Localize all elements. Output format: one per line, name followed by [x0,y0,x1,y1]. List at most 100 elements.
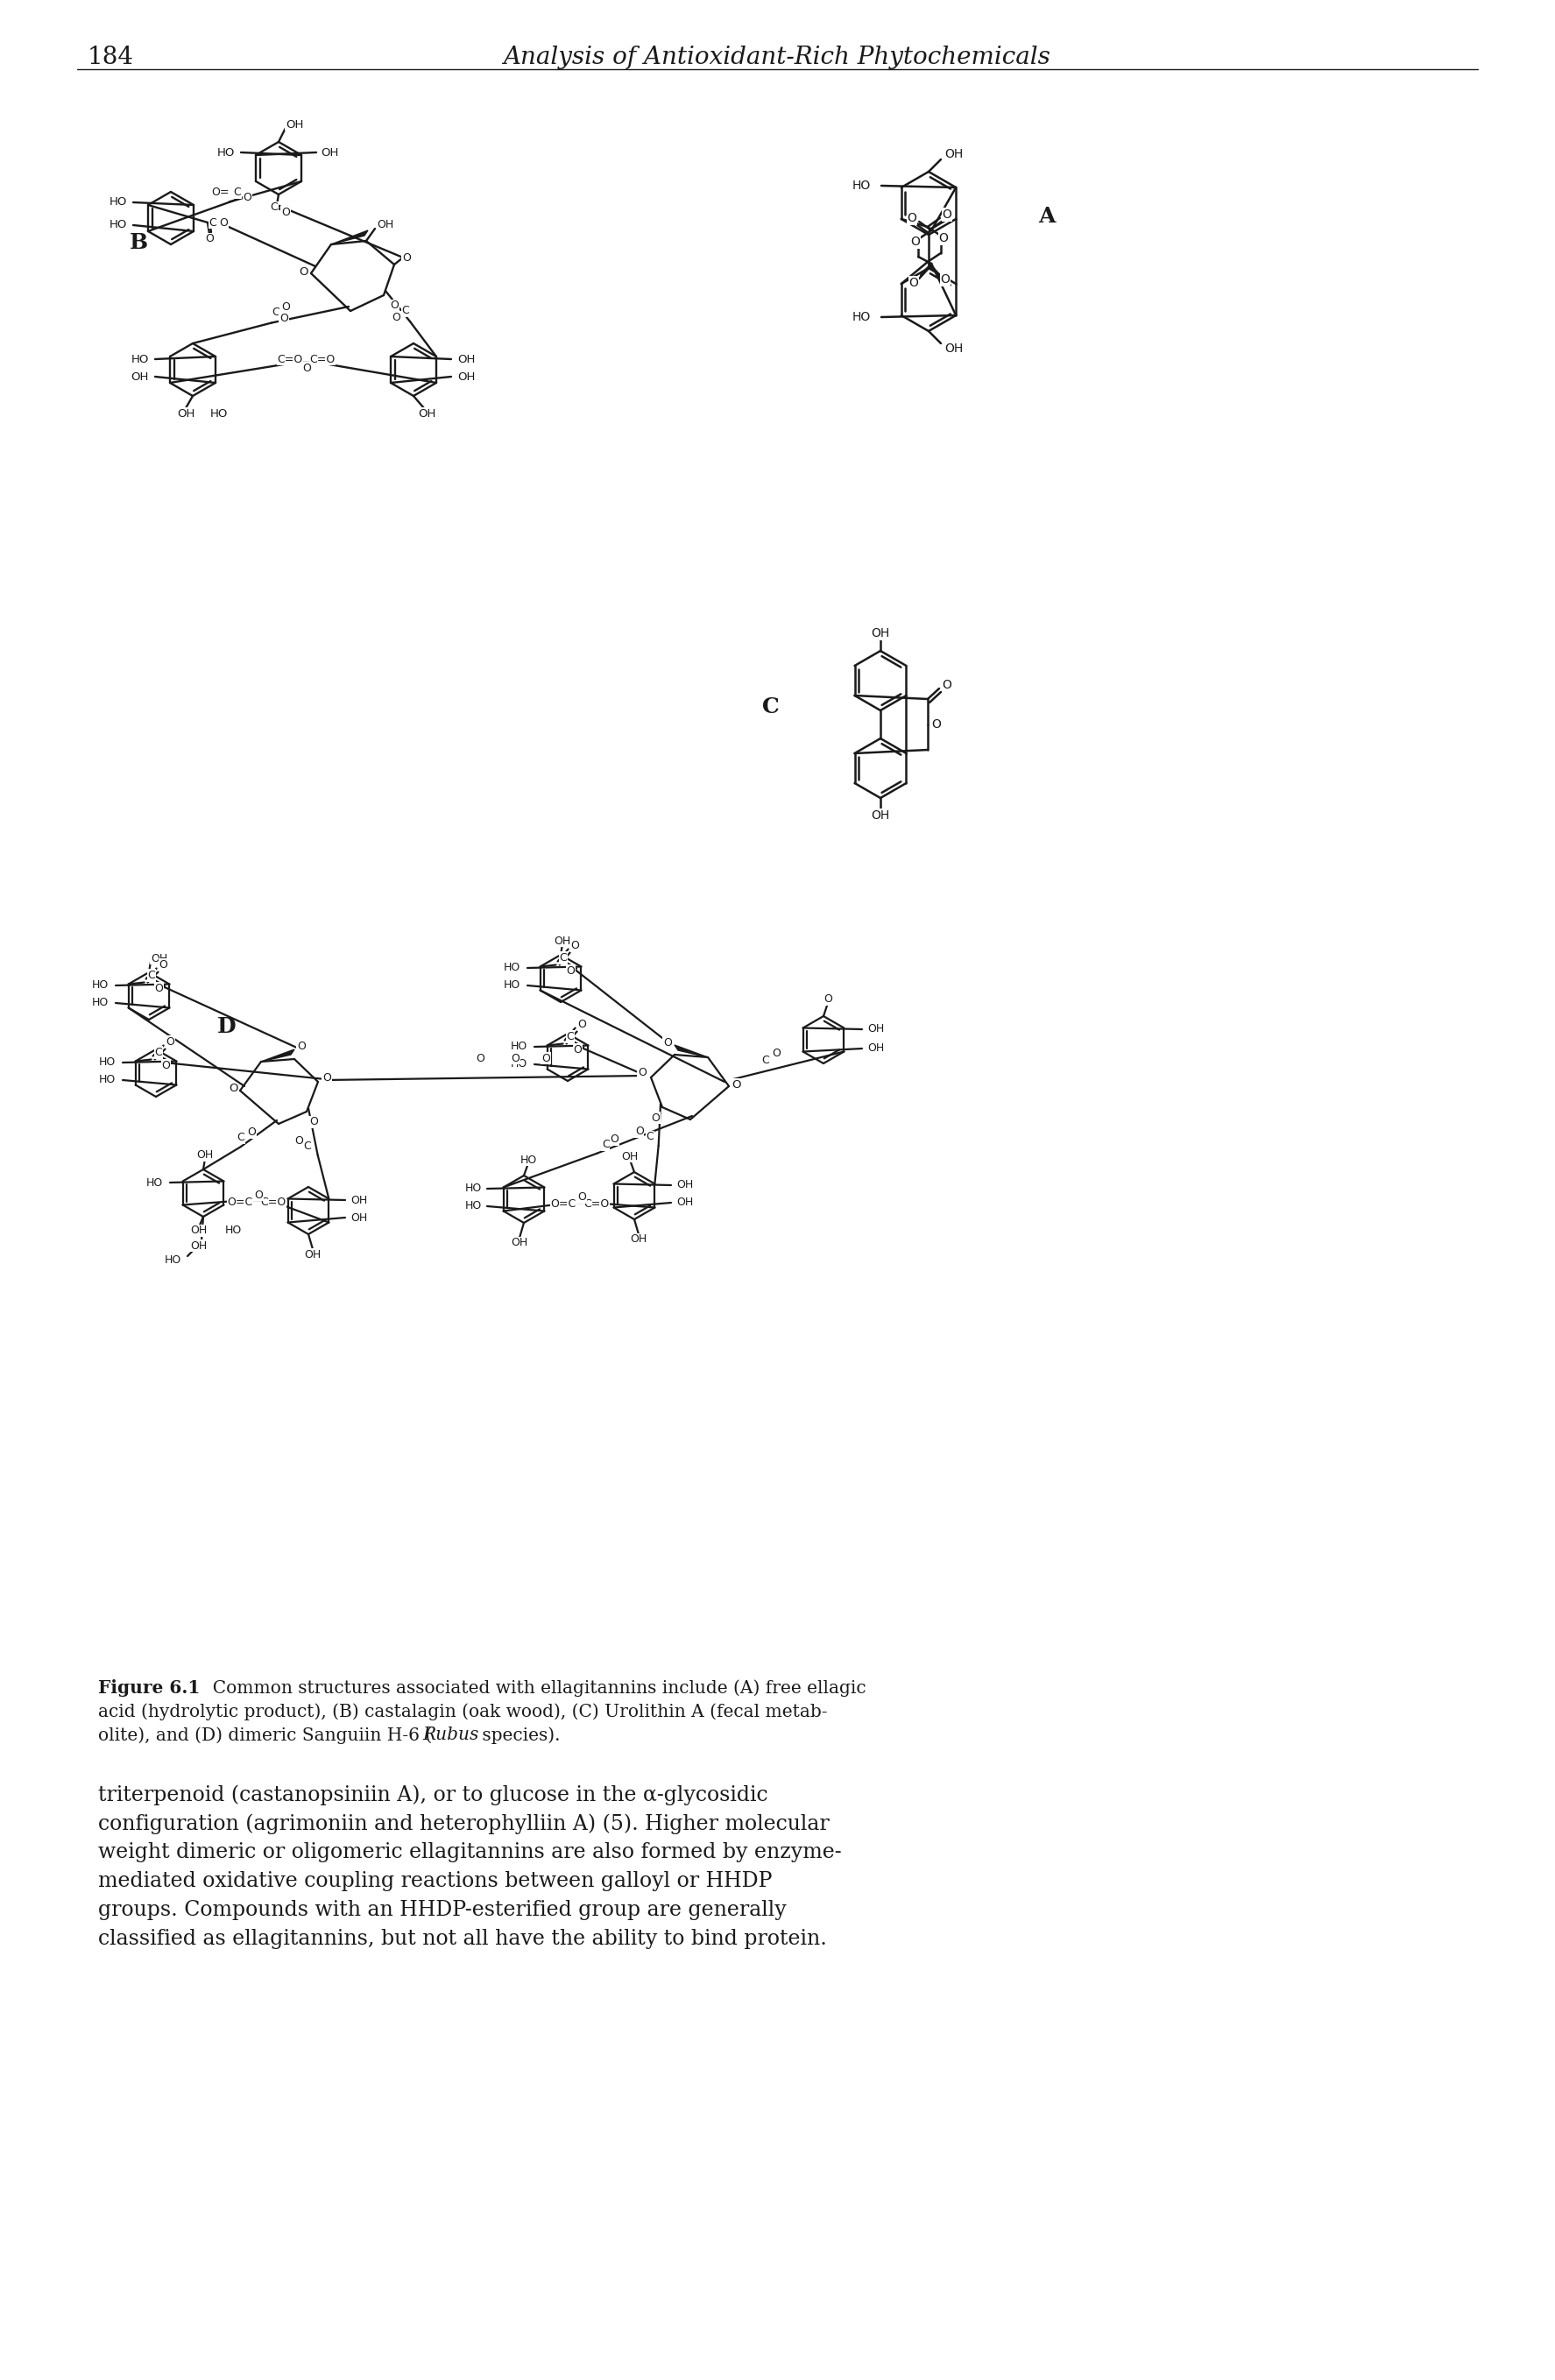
Text: O: O [390,300,398,312]
Text: O=C: O=C [550,1200,575,1209]
Text: O: O [908,212,917,224]
Text: OH: OH [630,1233,647,1245]
Text: O: O [162,1059,171,1071]
Text: HO: HO [131,355,149,364]
Text: O: O [771,1047,781,1059]
Text: OH: OH [190,1240,207,1252]
Text: HO: HO [146,1176,163,1188]
Text: HO: HO [210,407,229,419]
Text: groups. Compounds with an HHDP-esterified group are generally: groups. Compounds with an HHDP-esterifie… [98,1899,787,1921]
Text: O: O [392,312,400,324]
Text: C: C [233,186,241,198]
Text: O: O [247,1128,255,1138]
Text: olite), and (D) dimeric Sanguiin H-6 (: olite), and (D) dimeric Sanguiin H-6 ( [98,1726,432,1745]
Text: OH: OH [868,1023,885,1035]
Text: C: C [401,305,409,317]
Text: HO: HO [465,1200,482,1211]
Text: C=O: C=O [277,355,303,364]
Text: O: O [403,252,411,264]
Polygon shape [675,1045,708,1057]
Text: HO: HO [852,178,871,193]
Text: C: C [148,969,156,981]
Text: OH: OH [944,148,963,159]
Text: O: O [159,959,168,971]
Text: O: O [578,1019,586,1031]
Text: O: O [939,233,949,245]
Text: mediated oxidative coupling reactions between galloyl or HHDP: mediated oxidative coupling reactions be… [98,1871,773,1892]
Text: OH: OH [151,952,168,964]
Text: species).: species). [476,1726,560,1745]
Text: C: C [602,1140,610,1150]
Text: O: O [942,678,952,690]
Text: C: C [272,307,280,319]
Text: O: O [571,940,580,952]
Text: O: O [910,276,919,288]
Text: O: O [253,1190,263,1200]
Text: O: O [652,1111,659,1123]
Text: O: O [294,1135,303,1147]
Text: O: O [280,312,288,324]
Text: C: C [236,1133,244,1142]
Text: C: C [154,1047,162,1059]
Text: Rubus: Rubus [423,1726,479,1742]
Text: C: C [762,697,779,716]
Text: O: O [577,1192,586,1204]
Text: O: O [638,1066,647,1078]
Text: HO: HO [510,1059,527,1071]
Text: HO: HO [100,1057,115,1069]
Text: Figure 6.1: Figure 6.1 [98,1680,201,1697]
Text: O: O [322,1071,331,1083]
Text: 184: 184 [87,45,134,69]
Text: O: O [664,1038,672,1047]
Text: HO: HO [100,1073,115,1085]
Text: O: O [281,207,289,217]
Polygon shape [261,1050,294,1061]
Text: O: O [281,302,289,312]
Text: O: O [610,1133,619,1145]
Text: OH: OH [457,355,476,364]
Text: HO: HO [519,1154,536,1166]
Text: OH: OH [418,407,435,419]
Text: O: O [824,995,832,1004]
Text: weight dimeric or oligomeric ellagitannins are also formed by enzyme-: weight dimeric or oligomeric ellagitanni… [98,1842,841,1861]
Text: HO: HO [510,1040,527,1052]
Text: C=O: C=O [309,355,336,364]
Text: O=C: O=C [227,1197,253,1207]
Text: C: C [271,202,278,214]
Text: OH: OH [196,1150,213,1161]
Text: C: C [560,952,568,964]
Text: O: O [309,1116,317,1128]
Text: HO: HO [218,148,235,157]
Text: OH: OH [554,935,571,947]
Text: OH: OH [944,343,963,355]
Text: C: C [645,1130,653,1142]
Text: OH: OH [305,1250,322,1259]
Text: HO: HO [92,997,109,1009]
Text: OH: OH [131,371,149,383]
Text: O: O [300,267,308,276]
Text: OH: OH [190,1226,207,1238]
Text: O: O [731,1078,740,1090]
Text: O: O [302,362,311,374]
Text: OH: OH [622,1150,638,1161]
Text: O: O [297,1040,306,1052]
Text: C: C [566,1031,574,1042]
Text: HO: HO [504,981,521,990]
Text: O: O [510,1052,519,1064]
Text: HO: HO [852,312,871,324]
Text: OH: OH [177,407,194,419]
Text: HO: HO [109,219,128,231]
Text: HO: HO [504,962,521,973]
Text: HO: HO [465,1183,482,1195]
Text: O: O [156,983,163,995]
Text: O: O [911,236,921,248]
Text: O: O [166,1035,174,1047]
Text: HO: HO [165,1254,182,1266]
Text: C=O: C=O [583,1200,610,1209]
Text: Common structures associated with ellagitannins include (A) free ellagic: Common structures associated with ellagi… [202,1680,866,1697]
Text: OH: OH [676,1180,694,1190]
Text: O: O [541,1052,550,1064]
Text: classified as ellagitannins, but not all have the ability to bind protein.: classified as ellagitannins, but not all… [98,1928,827,1949]
Text: C=O: C=O [261,1197,286,1207]
Text: O: O [476,1052,485,1064]
